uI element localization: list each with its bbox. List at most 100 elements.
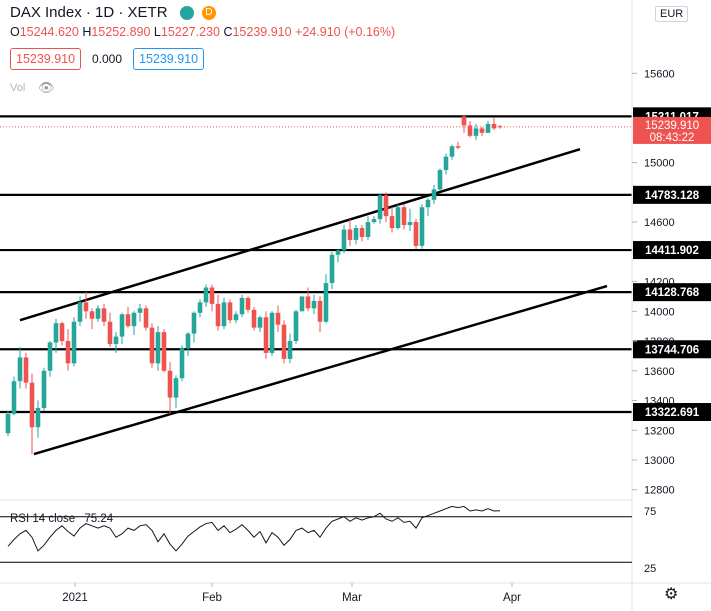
rsi-line [7, 505, 501, 552]
candle-body [341, 229, 347, 251]
candle-body [23, 357, 29, 383]
low-value: 15227.230 [160, 25, 220, 39]
candle-body [371, 219, 377, 223]
countdown-label: 08:43:22 [650, 132, 695, 144]
candle-body [353, 228, 359, 240]
candle-body [65, 341, 71, 364]
candle-body [137, 308, 143, 313]
y-tick-label: 13000 [644, 455, 675, 467]
candle-body [119, 314, 125, 337]
candle-body [107, 321, 113, 345]
candle-body [71, 321, 77, 364]
candle-body [347, 229, 353, 240]
buy-price: 15239.910 [139, 52, 199, 66]
volume-label: Vol [10, 82, 26, 94]
candle-body [425, 199, 431, 208]
candle-body [197, 302, 203, 313]
close-value: 15239.910 [232, 25, 292, 39]
candle-body [125, 314, 131, 327]
level-label: 13744.706 [645, 344, 699, 356]
y-tick-label: 12800 [644, 485, 675, 497]
candle-body [365, 222, 371, 237]
delay-badge[interactable]: D [201, 6, 216, 21]
candle-body [5, 413, 11, 434]
candle-body [209, 287, 215, 304]
candle-body [497, 126, 503, 128]
level-label-bg [633, 185, 711, 204]
candle-body [413, 222, 419, 246]
candle-body [239, 297, 245, 315]
y-tick-label: 14000 [644, 306, 675, 318]
level-label-bg [633, 403, 711, 422]
candle-body [395, 207, 401, 229]
level-label: 14411.902 [645, 245, 699, 257]
candle-body [89, 311, 95, 319]
candle-body [41, 370, 47, 408]
candle-body [263, 317, 269, 353]
candle-body [305, 296, 311, 309]
sell-price: 15239.910 [16, 52, 76, 66]
candle-body [467, 125, 473, 136]
candle-body [113, 336, 119, 345]
candle-body [407, 222, 413, 226]
lower-trendline [33, 284, 608, 456]
candle-body [233, 314, 239, 321]
delay-badge-label: D [205, 7, 213, 19]
candle-body [389, 216, 395, 229]
candle-body [311, 300, 317, 309]
candle-body [485, 123, 491, 133]
sell-price-box[interactable]: 15239.910 [10, 48, 82, 70]
level-label: 14128.768 [645, 287, 700, 299]
candle-body [179, 348, 185, 379]
x-tick-label: Mar [342, 592, 362, 604]
open-value: 15244.620 [19, 25, 79, 39]
y-tick-label: 13800 [644, 336, 675, 348]
y-tick-label: 15600 [644, 68, 675, 80]
rsi-title: RSI 14 close [10, 513, 76, 525]
level-label: 14783.128 [645, 190, 700, 202]
candle-body [335, 250, 341, 255]
last-price-label: 15239.910 [645, 120, 699, 132]
candle-body [47, 342, 53, 371]
candle-body [473, 128, 479, 136]
open-key: O [10, 25, 20, 39]
candle-body [257, 317, 263, 328]
candle-body [251, 309, 257, 328]
hide-eye-icon[interactable]: 👁 [38, 80, 55, 95]
candle-body [287, 341, 293, 359]
candle-body [443, 156, 449, 171]
x-tick-label: Apr [503, 592, 521, 604]
rsi-tick-label: 75 [644, 506, 656, 518]
candle-body [95, 308, 101, 319]
upper-trendline [19, 148, 581, 322]
candle-body [329, 254, 335, 284]
candle-body [203, 287, 209, 303]
close-key: C [223, 25, 233, 39]
y-tick-label: 15000 [644, 158, 675, 170]
candle-body [293, 311, 299, 342]
y-tick-label: 13600 [644, 366, 675, 378]
candle-body [455, 146, 461, 148]
candle-body [245, 297, 251, 310]
gear-icon[interactable]: ⚙ [664, 586, 679, 603]
candle-body [191, 312, 197, 334]
currency-label[interactable]: EUR [655, 6, 689, 22]
buy-price-box[interactable]: 15239.910 [133, 48, 205, 70]
ohlc-legend: O15244.620 H15252.890 L15227.230 C15239.… [10, 25, 395, 39]
candle-body [275, 312, 281, 325]
candle-body [215, 303, 221, 327]
candle-body [281, 324, 287, 359]
low-key: L [153, 25, 161, 39]
candle-body [317, 300, 323, 322]
candle-body [11, 381, 17, 414]
candle-body [101, 308, 107, 322]
y-tick-label: 14200 [644, 277, 675, 289]
candle-body [419, 207, 425, 246]
candle-body [221, 302, 227, 327]
candle-body [479, 128, 485, 133]
candle-body [359, 228, 365, 237]
candle-body [461, 116, 467, 126]
rsi-value: 75.24 [84, 513, 114, 525]
level-label: 13322.691 [645, 407, 700, 419]
